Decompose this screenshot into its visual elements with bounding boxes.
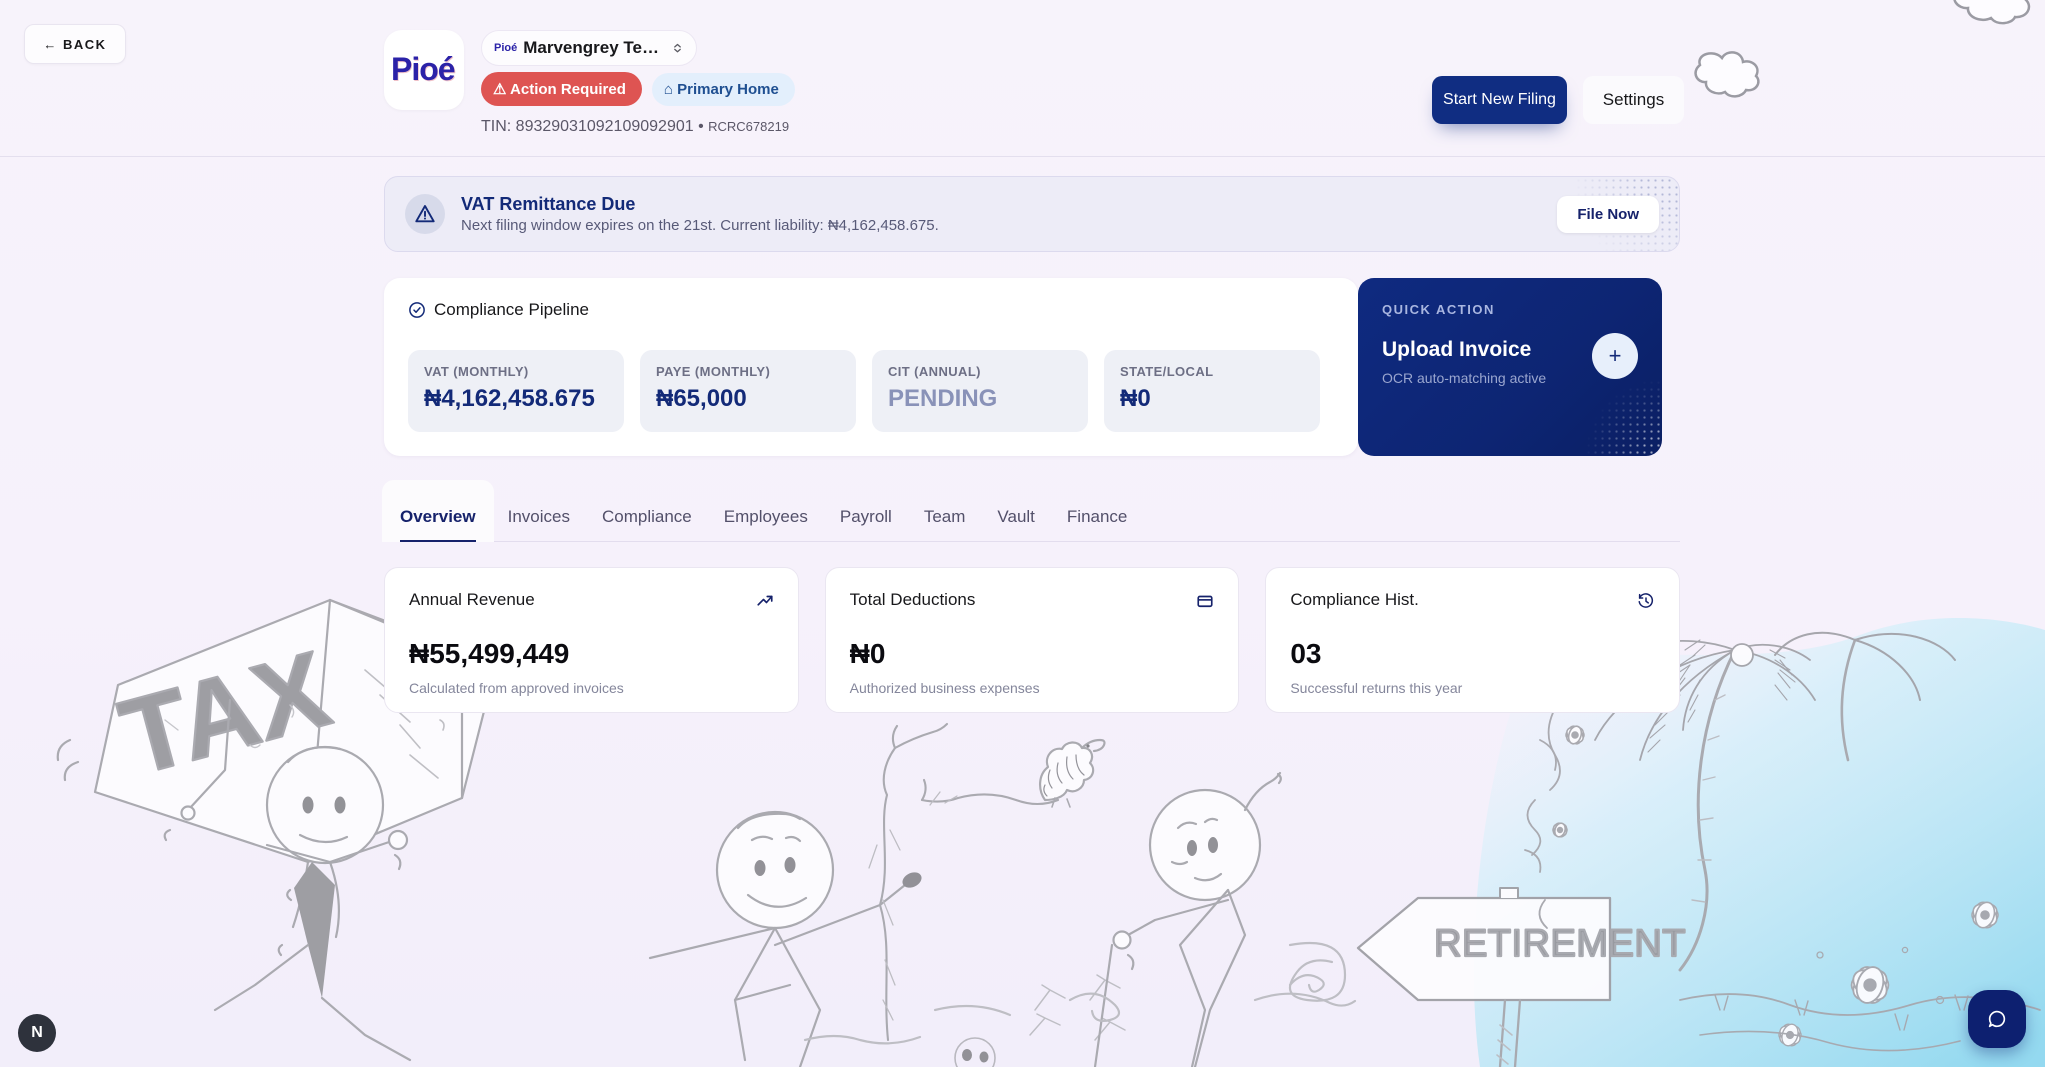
svg-text:Pioé: Pioé <box>391 51 455 87</box>
svg-text:TAX: TAX <box>109 628 341 799</box>
svg-text:RETIREMENT: RETIREMENT <box>1434 923 1686 965</box>
